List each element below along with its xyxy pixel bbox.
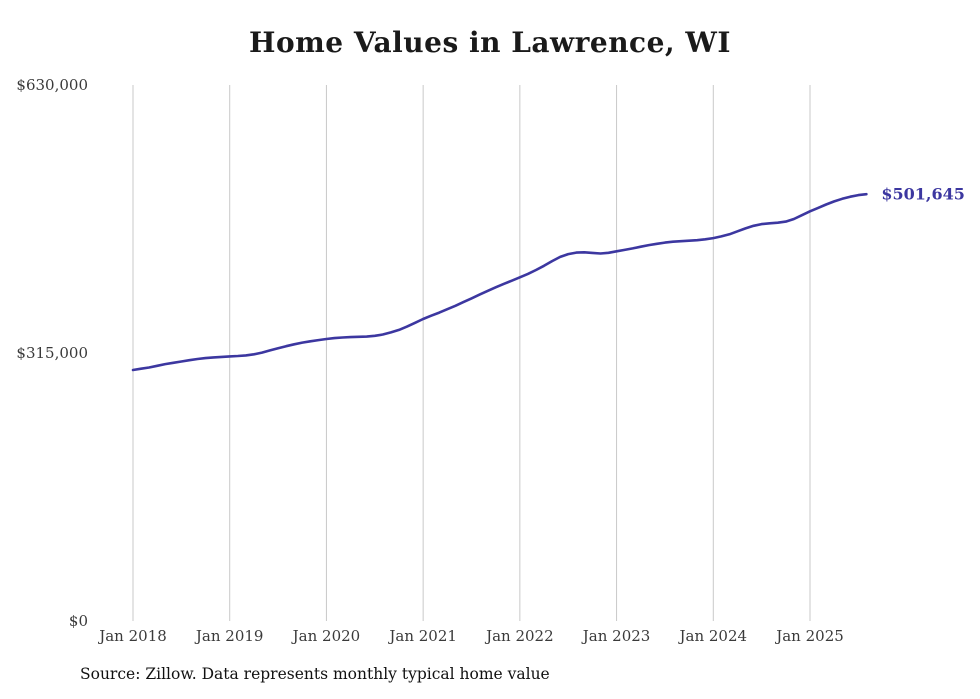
chart-title: Home Values in Lawrence, WI: [249, 26, 731, 59]
x-tick-label: Jan 2021: [387, 627, 457, 645]
end-value-label: $501,645: [881, 185, 965, 204]
x-tick-label: Jan 2024: [678, 627, 748, 645]
y-tick-label: $0: [69, 612, 88, 630]
home-value-series-line: [131, 192, 868, 372]
x-tick-label: Jan 2018: [97, 627, 167, 645]
x-axis-labels: Jan 2018 Jan 2019 Jan 2020 Jan 2021 Jan 2022…: [97, 627, 844, 645]
x-tick-label: Jan 2019: [194, 627, 264, 645]
gridlines: [132, 85, 811, 621]
x-tick-label: Jan 2023: [581, 627, 651, 645]
source-note: Source: Zillow. Data represents monthly …: [80, 665, 550, 683]
y-tick-label: $315,000: [16, 344, 88, 362]
x-tick-label: Jan 2020: [291, 627, 361, 645]
y-tick-label: $630,000: [16, 76, 88, 94]
x-tick-label: Jan 2022: [484, 627, 554, 645]
x-tick-label: Jan 2025: [774, 627, 844, 645]
y-axis-labels: $0 $315,000 $630,000: [16, 76, 88, 630]
